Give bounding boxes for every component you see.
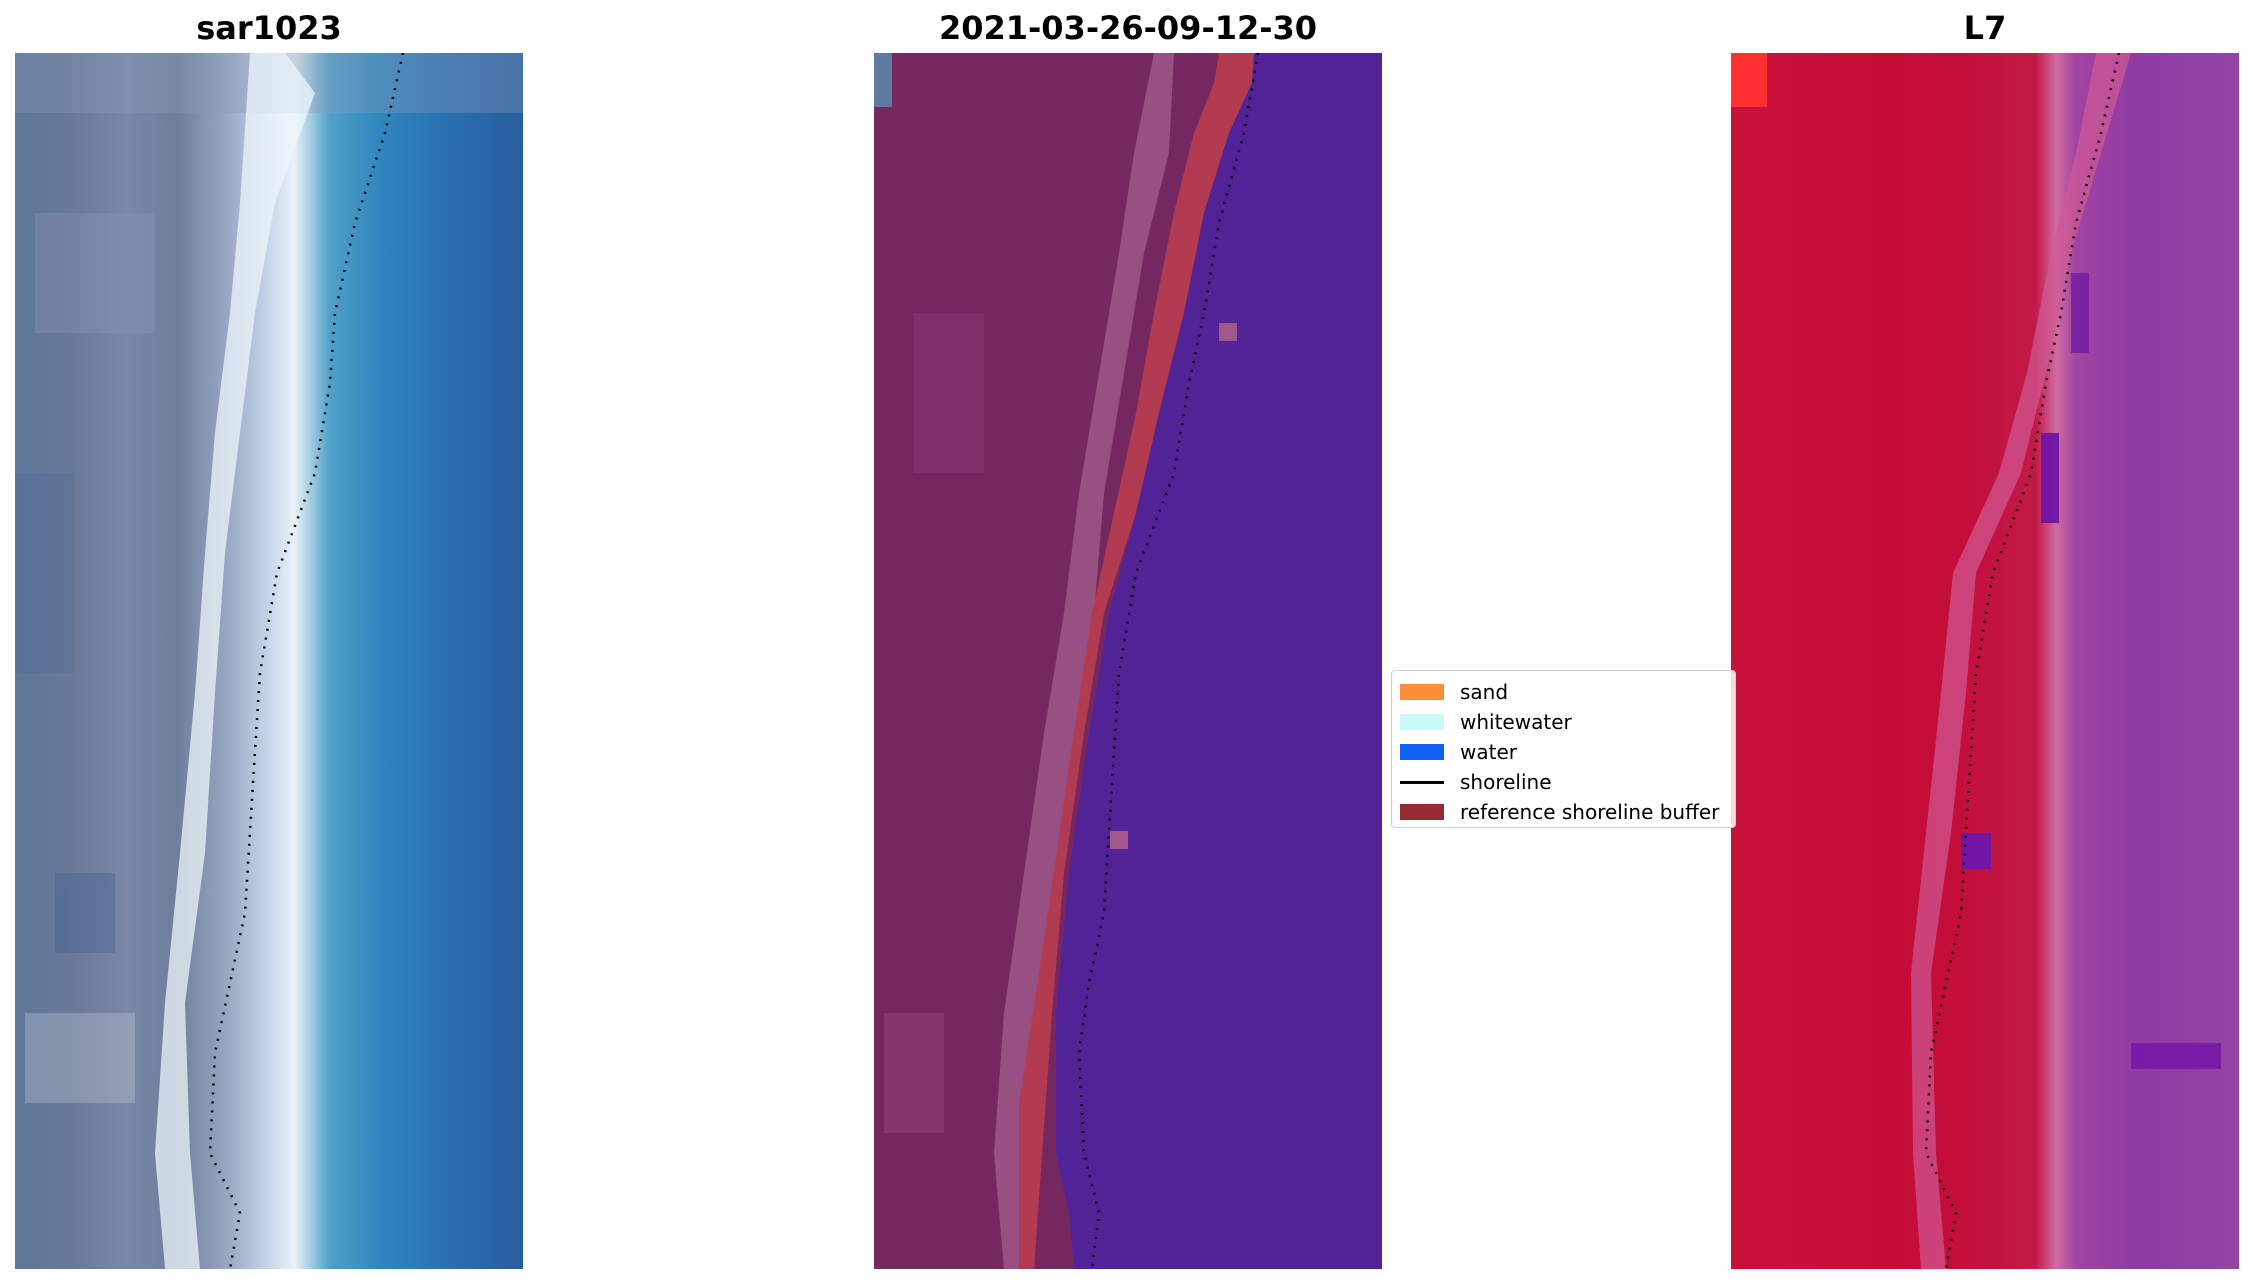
reference-buffer (1019, 53, 1254, 1269)
right-panel-title: L7 (1963, 9, 2007, 47)
legend-item-whitewater: whitewater (1400, 707, 1727, 737)
legend-item-sand: sand (1400, 677, 1727, 707)
rgb-satellite-image (15, 53, 523, 1269)
rgb-image-overlay (15, 53, 523, 1269)
water-swatch (1400, 744, 1444, 760)
legend-label: whitewater (1460, 710, 1572, 734)
legend-item-shoreline: shoreline (1400, 767, 1727, 797)
legend-label: sand (1460, 680, 1509, 704)
shoreline-left (208, 53, 405, 1269)
buffer-swatch (1400, 804, 1444, 820)
index-image (1731, 53, 2239, 1269)
shoreline-line-swatch (1400, 780, 1444, 784)
middle-panel-title: 2021-03-26-09-12-30 (938, 9, 1318, 47)
legend-item-water: water (1400, 737, 1727, 767)
whitewater-swatch (1400, 714, 1444, 730)
legend-label: reference shoreline buffer (1460, 800, 1720, 824)
left-panel-title: sar1023 (196, 9, 342, 47)
classified-image-overlay (874, 53, 1382, 1269)
legend: sand whitewater water shoreline referenc… (1391, 670, 1736, 828)
classified-image (874, 53, 1382, 1269)
legend-label: shoreline (1460, 770, 1552, 794)
legend-item-buffer: reference shoreline buffer (1400, 797, 1727, 827)
sand-swatch (1400, 684, 1444, 700)
legend-label: water (1460, 740, 1517, 764)
index-image-overlay (1731, 53, 2221, 1269)
